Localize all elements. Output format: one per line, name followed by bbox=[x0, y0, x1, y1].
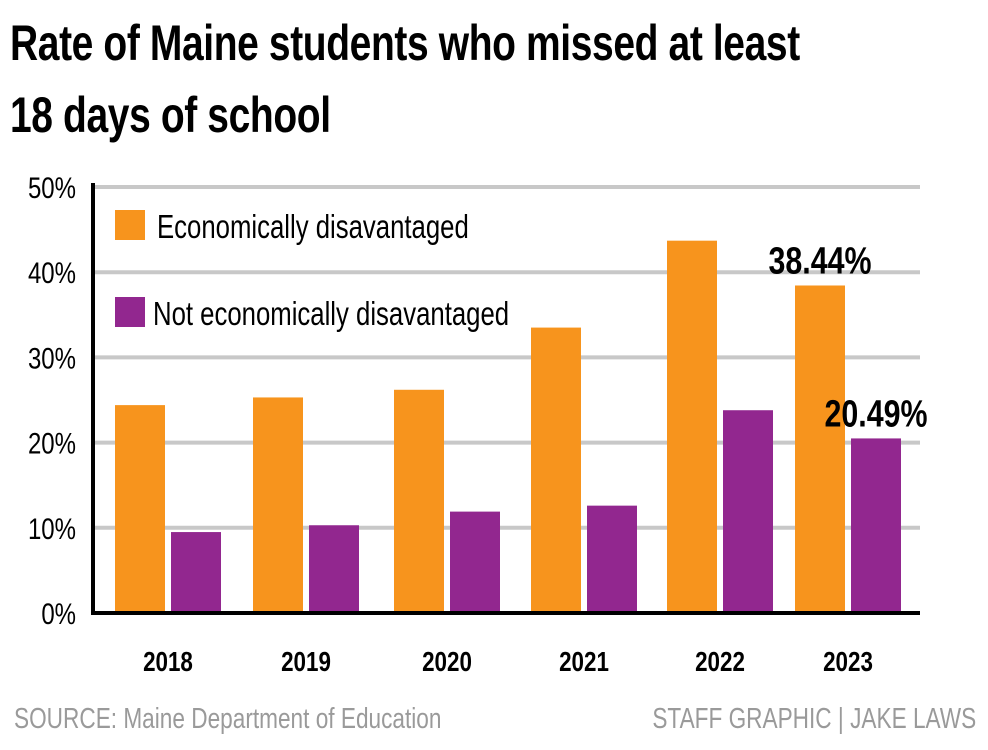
x-tick-label: 2023 bbox=[823, 647, 873, 678]
bar-not-econ-2020 bbox=[450, 511, 500, 613]
y-tick-label: 10% bbox=[28, 511, 76, 545]
bar-chart: 0% 10% 20% 30% 40% 50% 2018 2019 2020 2021 2022 202… bbox=[28, 170, 928, 678]
bar-econ-2023 bbox=[795, 285, 845, 613]
chart-title-line1: Rate of Maine students who missed at lea… bbox=[10, 15, 800, 71]
y-tick-label: 40% bbox=[28, 256, 76, 290]
x-tick-label: 2018 bbox=[143, 647, 193, 678]
chart-title-line2: 18 days of school bbox=[10, 87, 331, 143]
bar-not-econ-2022 bbox=[723, 410, 773, 613]
x-tick-label: 2020 bbox=[422, 647, 472, 678]
legend-label: Not economically disavantaged bbox=[153, 296, 509, 333]
credit-note: STAFF GRAPHIC | JAKE LAWS bbox=[652, 703, 976, 735]
data-label: 38.44% bbox=[768, 240, 871, 282]
bar-econ-2020 bbox=[394, 389, 444, 613]
bar-econ-2022 bbox=[667, 240, 717, 613]
bar-econ-2021 bbox=[531, 327, 581, 613]
x-tick-label: 2021 bbox=[559, 647, 609, 678]
legend-swatch bbox=[115, 297, 145, 327]
bar-econ-2019 bbox=[253, 397, 303, 613]
y-tick-label: 20% bbox=[28, 426, 76, 460]
bar-econ-2018 bbox=[115, 405, 165, 613]
legend-label: Economically disavantaged bbox=[157, 209, 469, 246]
bar-not-econ-2019 bbox=[309, 525, 359, 613]
x-tick-label: 2019 bbox=[281, 647, 331, 678]
source-note: SOURCE: Maine Department of Education bbox=[14, 703, 442, 735]
x-tick-label: 2022 bbox=[695, 647, 745, 678]
y-tick-label: 0% bbox=[41, 596, 76, 630]
y-tick-label: 30% bbox=[28, 341, 76, 375]
bar-not-econ-2018 bbox=[171, 532, 221, 613]
bar-not-econ-2021 bbox=[587, 505, 637, 613]
data-label: 20.49% bbox=[824, 393, 927, 435]
y-tick-label: 50% bbox=[28, 170, 76, 204]
legend-swatch bbox=[115, 210, 145, 240]
bar-not-econ-2023 bbox=[851, 438, 901, 613]
